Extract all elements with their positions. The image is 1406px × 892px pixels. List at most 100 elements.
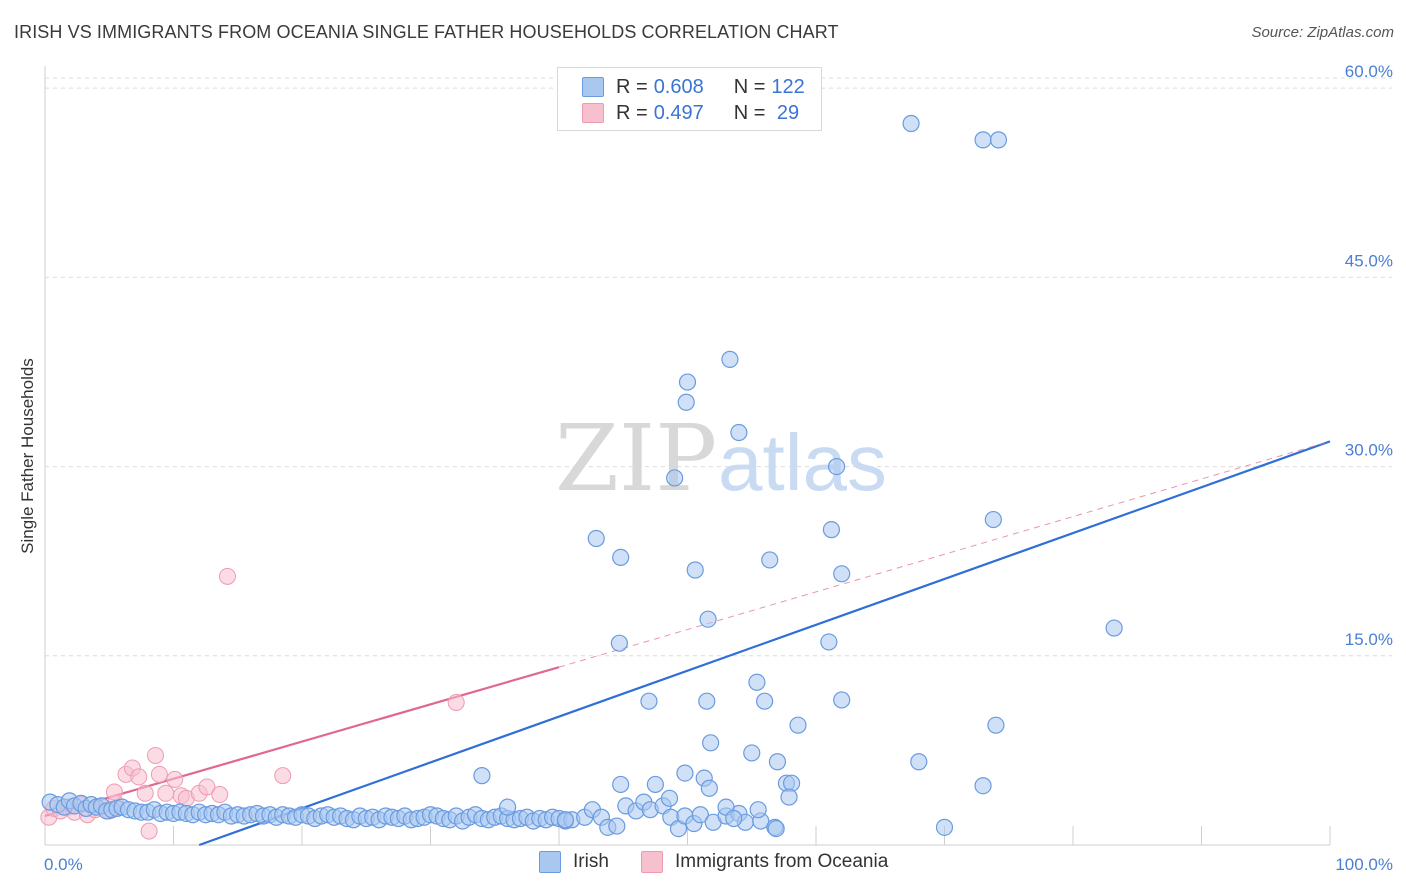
irish-point: [730, 423, 748, 442]
source-label: Source: ZipAtlas.com: [1251, 24, 1394, 41]
oceania-swatch: [582, 103, 604, 123]
oceania-point: [166, 770, 184, 788]
legend-row-oceania: R = 0.497 N = 29: [582, 101, 799, 125]
y-tick-label: 30.0%: [1345, 441, 1393, 460]
tick-labels: 15.0% 30.0% 45.0% 60.0% 0.0% 100.0%: [44, 62, 1393, 874]
stats-legend: R = 0.608 N = 122 R = 0.497 N = 29: [557, 67, 822, 131]
watermark: ZIP atlas: [555, 405, 887, 512]
irish-point: [556, 811, 575, 829]
y-tick-label: 45.0%: [1345, 251, 1393, 270]
irish-point: [1105, 619, 1123, 637]
trend-lines: [44, 440, 1331, 847]
irish-point: [768, 753, 787, 771]
irish-point: [473, 767, 491, 785]
irish-point: [702, 734, 720, 752]
irish-point: [640, 692, 658, 710]
irish-r-label: R =: [616, 75, 648, 98]
irish-trend-line: [198, 440, 1331, 847]
irish-point: [989, 131, 1008, 149]
oceania-point: [274, 767, 292, 785]
irish-point: [677, 393, 695, 411]
oceania-point: [198, 778, 216, 796]
oceania-point: [157, 784, 175, 802]
irish-point: [780, 788, 798, 806]
irish-point: [499, 798, 517, 816]
legend-irish-label: Irish: [573, 851, 609, 872]
oceania-r-value: 0.497: [653, 101, 704, 124]
irish-point: [761, 551, 779, 569]
irish-point: [646, 775, 664, 794]
legend-oceania-label: Immigrants from Oceania: [675, 851, 889, 872]
irish-point: [608, 817, 626, 835]
irish-point: [827, 457, 846, 476]
irish-point: [610, 634, 628, 652]
irish-point: [902, 114, 920, 133]
irish-point: [698, 692, 716, 710]
irish-point: [974, 777, 992, 795]
irish-point: [587, 529, 605, 548]
y-tick-label: 15.0%: [1345, 630, 1393, 649]
irish-point: [987, 716, 1005, 734]
irish-point: [789, 716, 807, 734]
oceania-point: [136, 784, 154, 802]
watermark-zip: ZIP: [555, 405, 717, 512]
legend-irish-swatch: [539, 851, 561, 873]
irish-point: [612, 548, 630, 567]
legend-item-oceania[interactable]: Immigrants from Oceania: [641, 851, 888, 873]
irish-point: [822, 521, 841, 539]
irish-point: [782, 774, 801, 792]
irish-point: [743, 744, 761, 762]
irish-point: [700, 779, 718, 797]
irish-point: [974, 131, 992, 149]
irish-points: [41, 114, 1123, 838]
irish-r-value: 0.608: [653, 75, 704, 98]
oceania-n-label: N =: [733, 101, 766, 124]
oceania-trend-line: [44, 666, 560, 818]
oceania-n-value: 29: [771, 101, 800, 124]
chart-title: IRISH VS IMMIGRANTS FROM OCEANIA SINGLE …: [14, 22, 839, 42]
legend-row-irish: R = 0.608 N = 122: [582, 75, 805, 99]
irish-point: [833, 565, 851, 583]
irish-point: [721, 350, 739, 368]
oceania-point: [211, 786, 229, 804]
irish-point: [767, 820, 785, 838]
y-tick-label: 60.0%: [1345, 62, 1393, 81]
oceania-trend-extension: [558, 440, 1331, 668]
irish-point: [820, 633, 838, 651]
irish-n-label: N =: [733, 75, 766, 98]
irish-point: [686, 561, 704, 579]
irish-point: [935, 818, 954, 836]
irish-point: [676, 764, 694, 782]
series-legend: Irish Immigrants from Oceania: [0, 851, 1406, 877]
x-tick-label: 0.0%: [44, 855, 83, 874]
irish-point: [699, 610, 717, 628]
irish-point: [755, 692, 774, 710]
irish-n-value: 122: [771, 75, 805, 98]
oceania-point: [105, 783, 123, 801]
oceania-point: [130, 768, 148, 786]
irish-point: [833, 691, 851, 709]
oceania-point: [447, 693, 465, 711]
irish-point: [660, 789, 679, 807]
irish-point: [749, 801, 767, 819]
oceania-point: [218, 567, 236, 585]
irish-point: [910, 753, 928, 771]
legend-item-irish[interactable]: Irish: [539, 851, 609, 873]
legend-oceania-swatch: [641, 851, 663, 873]
irish-swatch: [582, 77, 604, 97]
irish-point: [748, 673, 766, 691]
irish-point: [725, 809, 743, 828]
x-tick-label: 100.0%: [1335, 855, 1393, 874]
irish-point: [678, 373, 697, 391]
oceania-point: [147, 746, 165, 764]
axes: [44, 66, 1331, 846]
oceania-r-label: R =: [616, 101, 648, 124]
irish-point: [666, 469, 684, 487]
irish-point: [984, 510, 1002, 529]
irish-point: [691, 806, 709, 824]
oceania-point: [140, 822, 158, 840]
grid-lines: [45, 77, 1392, 657]
oceania-point: [150, 765, 168, 783]
irish-point: [612, 775, 630, 794]
